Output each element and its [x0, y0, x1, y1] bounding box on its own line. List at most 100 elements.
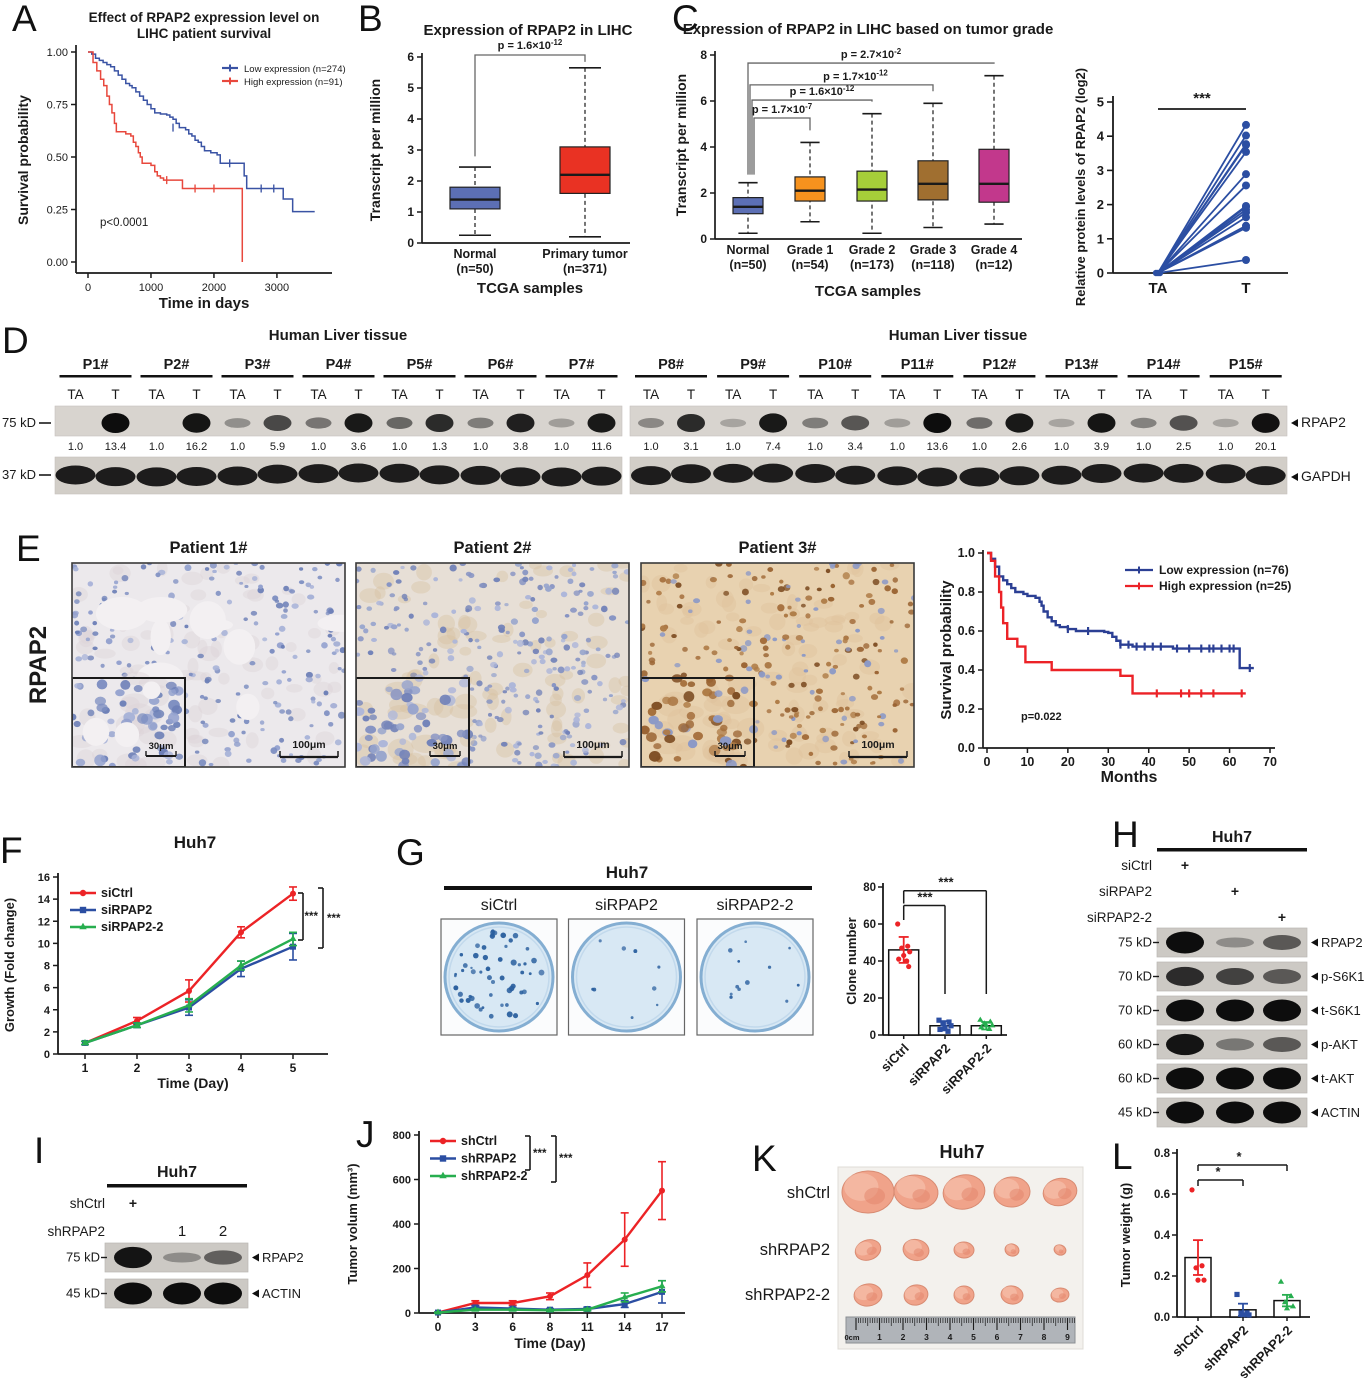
legend-label: shRPAP2	[461, 1152, 516, 1166]
dish-label: siCtrl	[481, 897, 517, 914]
row-label: shCtrl	[787, 1184, 830, 1202]
svg-text:3: 3	[186, 1061, 193, 1075]
condition-label: siCtrl	[1121, 858, 1152, 873]
ruler-number: 1	[877, 1332, 882, 1342]
legend-label: shRPAP2-2	[461, 1169, 528, 1183]
category-label: Normal	[726, 243, 769, 257]
svg-text:1.0: 1.0	[958, 546, 975, 560]
svg-text:50: 50	[1182, 755, 1196, 769]
inset-border	[72, 677, 186, 767]
svg-text:2: 2	[44, 1027, 50, 1039]
svg-text:3: 3	[1097, 163, 1104, 178]
chart-title: Effect of RPAP2 expression level on	[89, 10, 320, 25]
patient-label: P1#	[83, 357, 109, 373]
lane-t: T	[769, 387, 777, 402]
blot-h-header: Huh7 siCtrl + siRPAP2 + siRPAP2-2 +	[1087, 829, 1307, 925]
x-axis-label: TCGA samples	[815, 283, 921, 300]
fold-ta: 1.0	[1218, 441, 1233, 453]
svg-text:6: 6	[509, 1320, 516, 1334]
panel-d-western-blot: Human Liver tissue Human Liver tissue P1# T…	[2, 327, 1351, 495]
scale-label: 100μm	[292, 739, 325, 751]
svg-text:4: 4	[1097, 129, 1105, 144]
lane-ta: TA	[971, 387, 987, 402]
category-n: (n=371)	[563, 262, 607, 276]
lane-ta: TA	[148, 387, 164, 402]
lane-ta: TA	[1135, 387, 1151, 402]
inset-scale-label: 30μm	[718, 741, 743, 752]
panel-g-letter: G	[396, 832, 425, 873]
patient-label: P15#	[1229, 357, 1263, 373]
lane-t: T	[1179, 387, 1187, 402]
panel-b-boxplot: 0 1 2 3 4 5 6 Normal(n=50) Primary tumor(n=371) E…	[367, 22, 633, 297]
fold-ta: 1.0	[643, 441, 658, 453]
panel-b-letter: B	[358, 0, 383, 39]
title-underline	[444, 886, 812, 890]
inset-scale-label: 30μm	[433, 741, 458, 752]
ruler-number: 4	[948, 1332, 953, 1342]
svg-text:60: 60	[1223, 755, 1237, 769]
panel-l-weight-chart: 0.00.20.40.60.8shCtrlshRPAP2shRPAP2-2**T…	[1118, 1148, 1310, 1378]
lane-ta: TA	[1218, 387, 1234, 402]
protein-label: ACTIN	[1321, 1105, 1360, 1120]
lane-ta: TA	[807, 387, 823, 402]
svg-text:0.4: 0.4	[1154, 1230, 1171, 1242]
significance: *	[1236, 1149, 1242, 1164]
fold-t: 5.9	[270, 441, 285, 453]
scale-label: 100μm	[861, 739, 894, 751]
lane-t: T	[687, 387, 695, 402]
patient-label: P10#	[818, 357, 852, 373]
box-Normal	[449, 186, 501, 210]
chart-title: Huh7	[174, 833, 217, 852]
km-km_ihc: 0.0 0.2 0.4 0.6 0.8 1.0 0 10 20 30 40 50 60 70 Low exp…	[938, 546, 1291, 786]
inset-border	[641, 677, 755, 767]
svg-text:0.6: 0.6	[958, 624, 975, 638]
svg-text:0.6: 0.6	[1154, 1189, 1170, 1201]
panel-g-clone-chart: 020406080siCtrlsiRPAP2siRPAP2-2******Clo…	[845, 875, 1007, 1097]
barchart-tumor_weight: 0.00.20.40.60.8shCtrlshRPAP2shRPAP2-2**T…	[1118, 1148, 1310, 1378]
category-label: siCtrl	[878, 1041, 912, 1075]
lane-2-label: 2	[219, 1223, 227, 1240]
svg-text:8: 8	[44, 961, 50, 973]
tumor	[1050, 1287, 1070, 1303]
tumor	[853, 1283, 883, 1307]
kd-marker: 45 kD	[1118, 1105, 1152, 1120]
kd-marker: 45 kD	[66, 1286, 100, 1301]
svg-text:0: 0	[984, 755, 991, 769]
arrowhead-icon	[1291, 419, 1298, 427]
dishes-title: Huh7	[606, 863, 649, 882]
lane-t: T	[933, 387, 941, 402]
legend-label: High expression (n=25)	[1159, 579, 1291, 593]
blot-title-left: Human Liver tissue	[269, 327, 407, 344]
significance: *	[1215, 1164, 1221, 1179]
svg-text:p = 1.7×10-7: p = 1.7×10-7	[752, 102, 813, 116]
arrowhead-icon	[1291, 473, 1298, 481]
kd-marker: 70 kD	[1118, 1003, 1152, 1018]
fold-ta: 1.0	[392, 441, 407, 453]
blot-title-right: Human Liver tissue	[889, 327, 1027, 344]
tumor	[1053, 1244, 1067, 1256]
tumor	[1004, 1243, 1020, 1257]
patient-label: P7#	[569, 357, 595, 373]
svg-text:10: 10	[38, 938, 50, 950]
box-Grade 4	[978, 148, 1010, 203]
y-axis-label: Survival probability	[938, 580, 955, 720]
panel-i-letter: I	[34, 1130, 45, 1171]
svg-text:2: 2	[134, 1061, 141, 1075]
arrowhead-icon	[252, 1289, 259, 1298]
condition-label: siRPAP2	[1099, 884, 1152, 899]
arrowhead-icon	[1311, 1040, 1318, 1049]
svg-text:1: 1	[82, 1061, 89, 1075]
fold-ta: 1.0	[725, 441, 740, 453]
lane-1-label: 1	[178, 1223, 186, 1240]
y-axis-label: Transcript per million	[673, 74, 689, 216]
plus-mark: +	[1278, 909, 1286, 925]
svg-text:20: 20	[863, 993, 876, 1005]
arrowhead-icon	[1311, 1108, 1318, 1117]
ihc-image-2: 30μm 100μm	[356, 563, 629, 767]
panel-e-letter: E	[16, 528, 41, 569]
tumor	[1042, 1177, 1078, 1207]
